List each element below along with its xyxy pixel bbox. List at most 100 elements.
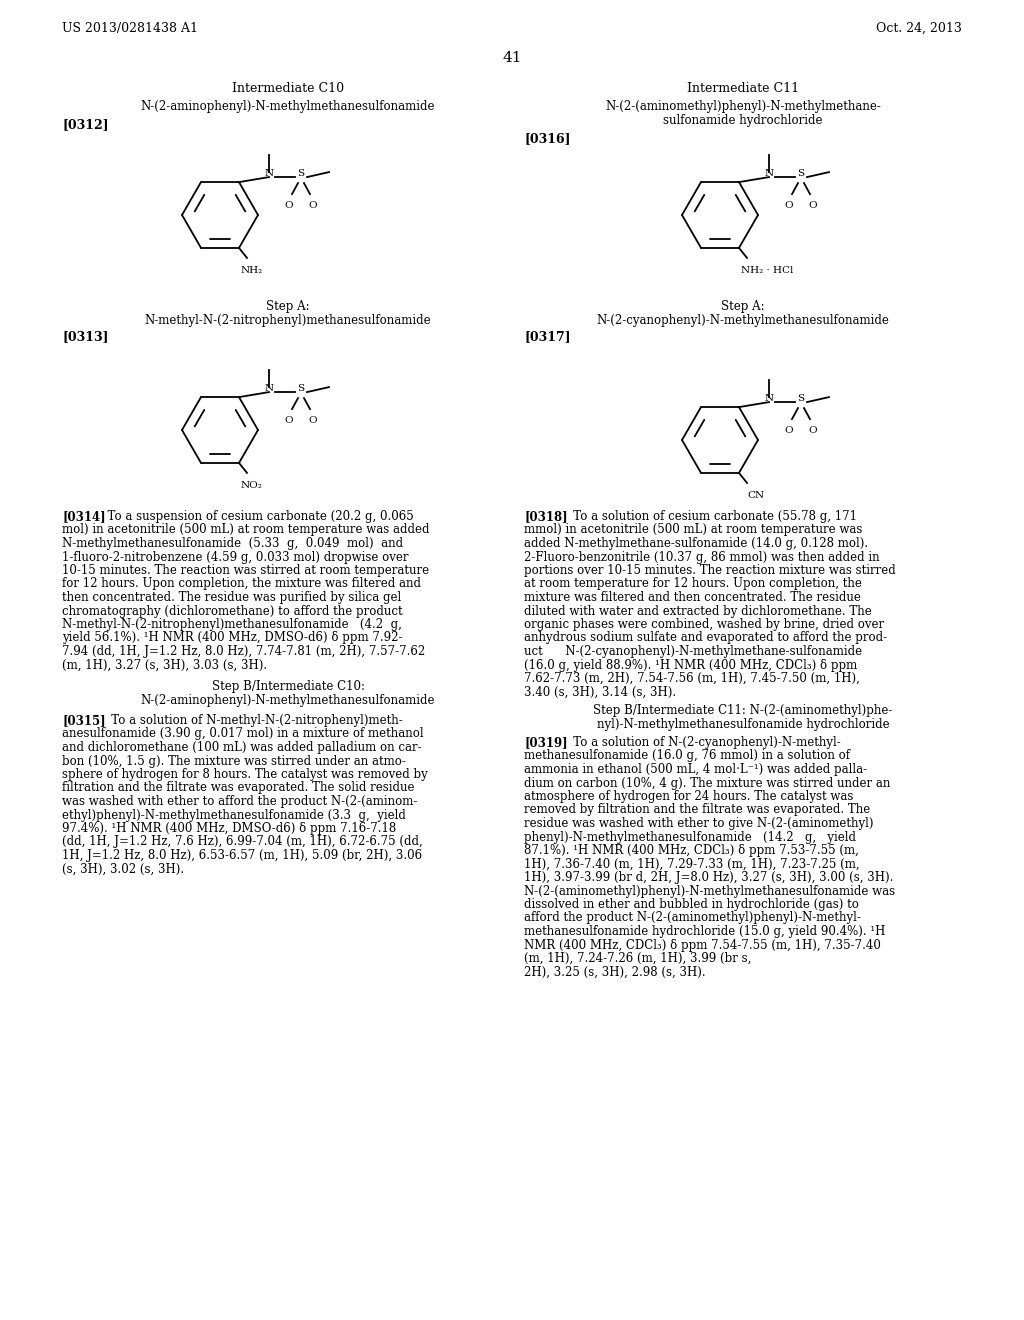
Text: 1-fluoro-2-nitrobenzene (4.59 g, 0.033 mol) dropwise over: 1-fluoro-2-nitrobenzene (4.59 g, 0.033 m… bbox=[62, 550, 409, 564]
Text: [0318]: [0318] bbox=[524, 510, 567, 523]
Text: [0313]: [0313] bbox=[62, 330, 109, 343]
Text: 7.62-7.73 (m, 2H), 7.54-7.56 (m, 1H), 7.45-7.50 (m, 1H),: 7.62-7.73 (m, 2H), 7.54-7.56 (m, 1H), 7.… bbox=[524, 672, 860, 685]
Text: ethyl)phenyl)-N-methylmethanesulfonamide (3.3  g,  yield: ethyl)phenyl)-N-methylmethanesulfonamide… bbox=[62, 808, 406, 821]
Text: NH₂: NH₂ bbox=[241, 265, 263, 275]
Text: atmosphere of hydrogen for 24 hours. The catalyst was: atmosphere of hydrogen for 24 hours. The… bbox=[524, 789, 853, 803]
Text: To a solution of cesium carbonate (55.78 g, 171: To a solution of cesium carbonate (55.78… bbox=[562, 510, 857, 523]
Text: 97.4%). ¹H NMR (400 MHz, DMSO-d6) δ ppm 7.16-7.18: 97.4%). ¹H NMR (400 MHz, DMSO-d6) δ ppm … bbox=[62, 822, 396, 836]
Text: N-(2-aminophenyl)-N-methylmethanesulfonamide: N-(2-aminophenyl)-N-methylmethanesulfona… bbox=[140, 100, 435, 114]
Text: for 12 hours. Upon completion, the mixture was filtered and: for 12 hours. Upon completion, the mixtu… bbox=[62, 578, 421, 590]
Text: mol) in acetonitrile (500 mL) at room temperature was added: mol) in acetonitrile (500 mL) at room te… bbox=[62, 524, 429, 536]
Text: NMR (400 MHz, CDCl₃) δ ppm 7.54-7.55 (m, 1H), 7.35-7.40: NMR (400 MHz, CDCl₃) δ ppm 7.54-7.55 (m,… bbox=[524, 939, 881, 952]
Text: 10-15 minutes. The reaction was stirred at room temperature: 10-15 minutes. The reaction was stirred … bbox=[62, 564, 429, 577]
Text: NO₂: NO₂ bbox=[241, 480, 263, 490]
Text: O: O bbox=[285, 416, 293, 425]
Text: O: O bbox=[308, 201, 317, 210]
Text: S: S bbox=[798, 169, 805, 178]
Text: 87.1%). ¹H NMR (400 MHz, CDCl₃) δ ppm 7.53-7.55 (m,: 87.1%). ¹H NMR (400 MHz, CDCl₃) δ ppm 7.… bbox=[524, 843, 859, 857]
Text: Step A:: Step A: bbox=[721, 300, 765, 313]
Text: [0319]: [0319] bbox=[524, 737, 567, 748]
Text: bon (10%, 1.5 g). The mixture was stirred under an atmo-: bon (10%, 1.5 g). The mixture was stirre… bbox=[62, 755, 406, 767]
Text: O: O bbox=[285, 201, 293, 210]
Text: N-(2-(aminomethyl)phenyl)-N-methylmethanesulfonamide was: N-(2-(aminomethyl)phenyl)-N-methylmethan… bbox=[524, 884, 895, 898]
Text: mixture was filtered and then concentrated. The residue: mixture was filtered and then concentrat… bbox=[524, 591, 861, 605]
Text: 1H), 7.36-7.40 (m, 1H), 7.29-7.33 (m, 1H), 7.23-7.25 (m,: 1H), 7.36-7.40 (m, 1H), 7.29-7.33 (m, 1H… bbox=[524, 858, 859, 870]
Text: anhydrous sodium sulfate and evaporated to afford the prod-: anhydrous sodium sulfate and evaporated … bbox=[524, 631, 887, 644]
Text: O: O bbox=[784, 426, 794, 436]
Text: To a solution of N-methyl-N-(2-nitrophenyl)meth-: To a solution of N-methyl-N-(2-nitrophen… bbox=[100, 714, 402, 727]
Text: 1H), 3.97-3.99 (br d, 2H, J=8.0 Hz), 3.27 (s, 3H), 3.00 (s, 3H).: 1H), 3.97-3.99 (br d, 2H, J=8.0 Hz), 3.2… bbox=[524, 871, 893, 884]
Text: US 2013/0281438 A1: US 2013/0281438 A1 bbox=[62, 22, 198, 36]
Text: (m, 1H), 3.27 (s, 3H), 3.03 (s, 3H).: (m, 1H), 3.27 (s, 3H), 3.03 (s, 3H). bbox=[62, 659, 267, 672]
Text: (dd, 1H, J=1.2 Hz, 7.6 Hz), 6.99-7.04 (m, 1H), 6.72-6.75 (dd,: (dd, 1H, J=1.2 Hz, 7.6 Hz), 6.99-7.04 (m… bbox=[62, 836, 423, 849]
Text: 7.94 (dd, 1H, J=1.2 Hz, 8.0 Hz), 7.74-7.81 (m, 2H), 7.57-7.62: 7.94 (dd, 1H, J=1.2 Hz, 8.0 Hz), 7.74-7.… bbox=[62, 645, 425, 657]
Text: dissolved in ether and bubbled in hydrochloride (gas) to: dissolved in ether and bubbled in hydroc… bbox=[524, 898, 859, 911]
Text: S: S bbox=[798, 393, 805, 403]
Text: methanesulfonamide hydrochloride (15.0 g, yield 90.4%). ¹H: methanesulfonamide hydrochloride (15.0 g… bbox=[524, 925, 886, 939]
Text: 41: 41 bbox=[502, 51, 522, 65]
Text: organic phases were combined, washed by brine, dried over: organic phases were combined, washed by … bbox=[524, 618, 884, 631]
Text: methanesulfonamide (16.0 g, 76 mmol) in a solution of: methanesulfonamide (16.0 g, 76 mmol) in … bbox=[524, 750, 850, 763]
Text: [0314]: [0314] bbox=[62, 510, 105, 523]
Text: N-(2-aminophenyl)-N-methylmethanesulfonamide: N-(2-aminophenyl)-N-methylmethanesulfona… bbox=[140, 694, 435, 708]
Text: [0312]: [0312] bbox=[62, 117, 109, 131]
Text: To a suspension of cesium carbonate (20.2 g, 0.065: To a suspension of cesium carbonate (20.… bbox=[100, 510, 414, 523]
Text: anesulfonamide (3.90 g, 0.017 mol) in a mixture of methanol: anesulfonamide (3.90 g, 0.017 mol) in a … bbox=[62, 727, 424, 741]
Text: N-(2-(aminomethyl)phenyl)-N-methylmethane-: N-(2-(aminomethyl)phenyl)-N-methylmethan… bbox=[605, 100, 881, 114]
Text: residue was washed with ether to give N-(2-(aminomethyl): residue was washed with ether to give N-… bbox=[524, 817, 873, 830]
Text: O: O bbox=[784, 201, 794, 210]
Text: O: O bbox=[809, 201, 817, 210]
Text: afford the product N-(2-(aminomethyl)phenyl)-N-methyl-: afford the product N-(2-(aminomethyl)phe… bbox=[524, 912, 861, 924]
Text: uct      N-(2-cyanophenyl)-N-methylmethane-sulfonamide: uct N-(2-cyanophenyl)-N-methylmethane-su… bbox=[524, 645, 862, 657]
Text: dium on carbon (10%, 4 g). The mixture was stirred under an: dium on carbon (10%, 4 g). The mixture w… bbox=[524, 776, 891, 789]
Text: Intermediate C11: Intermediate C11 bbox=[687, 82, 799, 95]
Text: diluted with water and extracted by dichloromethane. The: diluted with water and extracted by dich… bbox=[524, 605, 871, 618]
Text: N-methyl-N-(2-nitrophenyl)methanesulfonamide: N-methyl-N-(2-nitrophenyl)methanesulfona… bbox=[144, 314, 431, 327]
Text: 1H, J=1.2 Hz, 8.0 Hz), 6.53-6.57 (m, 1H), 5.09 (br, 2H), 3.06: 1H, J=1.2 Hz, 8.0 Hz), 6.53-6.57 (m, 1H)… bbox=[62, 849, 422, 862]
Text: 2H), 3.25 (s, 3H), 2.98 (s, 3H).: 2H), 3.25 (s, 3H), 2.98 (s, 3H). bbox=[524, 965, 706, 978]
Text: (s, 3H), 3.02 (s, 3H).: (s, 3H), 3.02 (s, 3H). bbox=[62, 862, 184, 875]
Text: N-methyl-N-(2-nitrophenyl)methanesulfonamide   (4.2  g,: N-methyl-N-(2-nitrophenyl)methanesulfona… bbox=[62, 618, 401, 631]
Text: [0315]: [0315] bbox=[62, 714, 105, 727]
Text: O: O bbox=[809, 426, 817, 436]
Text: nyl)-N-methylmethanesulfonamide hydrochloride: nyl)-N-methylmethanesulfonamide hydrochl… bbox=[597, 718, 889, 731]
Text: mmol) in acetonitrile (500 mL) at room temperature was: mmol) in acetonitrile (500 mL) at room t… bbox=[524, 524, 862, 536]
Text: at room temperature for 12 hours. Upon completion, the: at room temperature for 12 hours. Upon c… bbox=[524, 578, 862, 590]
Text: N-(2-cyanophenyl)-N-methylmethanesulfonamide: N-(2-cyanophenyl)-N-methylmethanesulfona… bbox=[597, 314, 890, 327]
Text: [0317]: [0317] bbox=[524, 330, 570, 343]
Text: (16.0 g, yield 88.9%). ¹H NMR (400 MHz, CDCl₃) δ ppm: (16.0 g, yield 88.9%). ¹H NMR (400 MHz, … bbox=[524, 659, 857, 672]
Text: removed by filtration and the filtrate was evaporated. The: removed by filtration and the filtrate w… bbox=[524, 804, 870, 817]
Text: phenyl)-N-methylmethanesulfonamide   (14.2   g,   yield: phenyl)-N-methylmethanesulfonamide (14.2… bbox=[524, 830, 856, 843]
Text: Step A:: Step A: bbox=[266, 300, 310, 313]
Text: sphere of hydrogen for 8 hours. The catalyst was removed by: sphere of hydrogen for 8 hours. The cata… bbox=[62, 768, 428, 781]
Text: Step B/Intermediate C10:: Step B/Intermediate C10: bbox=[212, 680, 365, 693]
Text: N: N bbox=[264, 169, 273, 178]
Text: O: O bbox=[308, 416, 317, 425]
Text: S: S bbox=[297, 169, 304, 178]
Text: then concentrated. The residue was purified by silica gel: then concentrated. The residue was purif… bbox=[62, 591, 401, 605]
Text: Step B/Intermediate C11: N-(2-(aminomethyl)phe-: Step B/Intermediate C11: N-(2-(aminometh… bbox=[593, 704, 893, 717]
Text: S: S bbox=[297, 384, 304, 392]
Text: Oct. 24, 2013: Oct. 24, 2013 bbox=[877, 22, 962, 36]
Text: was washed with ether to afford the product N-(2-(aminom-: was washed with ether to afford the prod… bbox=[62, 795, 418, 808]
Text: ammonia in ethanol (500 mL, 4 mol·L⁻¹) was added palla-: ammonia in ethanol (500 mL, 4 mol·L⁻¹) w… bbox=[524, 763, 867, 776]
Text: filtration and the filtrate was evaporated. The solid residue: filtration and the filtrate was evaporat… bbox=[62, 781, 415, 795]
Text: added N-methylmethane-sulfonamide (14.0 g, 0.128 mol).: added N-methylmethane-sulfonamide (14.0 … bbox=[524, 537, 868, 550]
Text: (m, 1H), 7.24-7.26 (m, 1H), 3.99 (br s,: (m, 1H), 7.24-7.26 (m, 1H), 3.99 (br s, bbox=[524, 952, 752, 965]
Text: sulfonamide hydrochloride: sulfonamide hydrochloride bbox=[664, 114, 822, 127]
Text: 3.40 (s, 3H), 3.14 (s, 3H).: 3.40 (s, 3H), 3.14 (s, 3H). bbox=[524, 685, 676, 698]
Text: portions over 10-15 minutes. The reaction mixture was stirred: portions over 10-15 minutes. The reactio… bbox=[524, 564, 896, 577]
Text: CN: CN bbox=[746, 491, 764, 500]
Text: N: N bbox=[264, 384, 273, 392]
Text: To a solution of N-(2-cyanophenyl)-N-methyl-: To a solution of N-(2-cyanophenyl)-N-met… bbox=[562, 737, 841, 748]
Text: N: N bbox=[765, 169, 773, 178]
Text: N-methylmethanesulfonamide  (5.33  g,  0.049  mol)  and: N-methylmethanesulfonamide (5.33 g, 0.04… bbox=[62, 537, 403, 550]
Text: yield 56.1%). ¹H NMR (400 MHz, DMSO-d6) δ ppm 7.92-: yield 56.1%). ¹H NMR (400 MHz, DMSO-d6) … bbox=[62, 631, 402, 644]
Text: and dichloromethane (100 mL) was added palladium on car-: and dichloromethane (100 mL) was added p… bbox=[62, 741, 422, 754]
Text: NH₂ · HCl: NH₂ · HCl bbox=[741, 265, 794, 275]
Text: Intermediate C10: Intermediate C10 bbox=[232, 82, 344, 95]
Text: N: N bbox=[765, 393, 773, 403]
Text: [0316]: [0316] bbox=[524, 132, 570, 145]
Text: chromatography (dichloromethane) to afford the product: chromatography (dichloromethane) to affo… bbox=[62, 605, 402, 618]
Text: 2-Fluoro-benzonitrile (10.37 g, 86 mmol) was then added in: 2-Fluoro-benzonitrile (10.37 g, 86 mmol)… bbox=[524, 550, 880, 564]
